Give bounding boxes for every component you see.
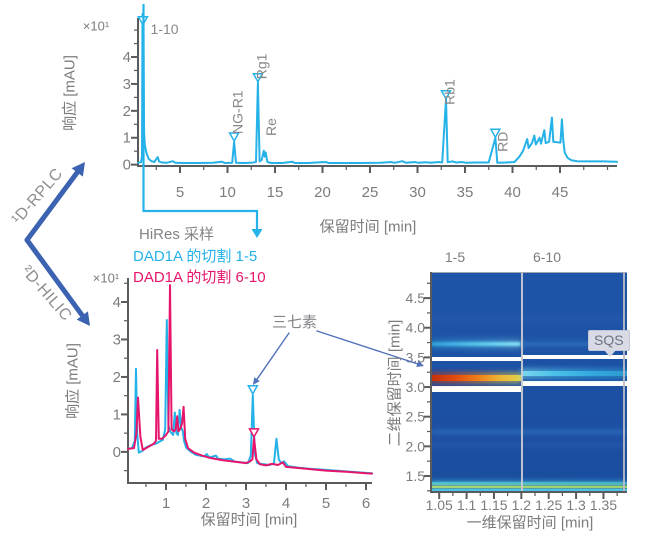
y-tick-label: 3: [123, 76, 131, 93]
x-tick-label: 1.05: [426, 497, 453, 513]
peak-marker-icon: [440, 89, 452, 101]
x-tick-label: 15: [267, 184, 284, 201]
peak-label: 1-10: [151, 21, 179, 37]
y-tick-label: 1: [113, 406, 121, 423]
heatmap-2d-plot: [431, 272, 627, 492]
hilic-chromatogram-traces: [127, 284, 373, 475]
top-frame-line: [431, 272, 627, 273]
sqs-peak-tag: SQS: [588, 330, 630, 351]
x-tick-label: 6: [362, 495, 370, 512]
top-chart-x-axis-title: 保留时间 [min]: [319, 218, 417, 236]
sqs-tag-pointer-icon: [604, 350, 616, 357]
y-tick-label: 2: [123, 103, 131, 120]
strip-frame-line: [521, 355, 627, 360]
cut-bracket: [142, 4, 263, 238]
right-inner-line: [623, 272, 625, 492]
x-tick-label: 45: [552, 184, 569, 201]
trace-DAD1A 的切割 1-5: [127, 319, 373, 475]
y-tick-label: 2: [113, 369, 121, 386]
y-tick-label: 3: [113, 331, 121, 348]
x-tick-label: 40: [504, 184, 521, 201]
y-tick-label: 0: [113, 444, 121, 461]
y-tick-label: 2.0: [406, 438, 426, 454]
column-divider-line: [521, 272, 523, 492]
flow-label-1d-rplc: ¹D-RPLC: [8, 165, 67, 229]
heatmap-band: [431, 315, 627, 322]
flow-label-2d-hilic: ²D-HILIC: [17, 262, 75, 325]
bottom-chart-y-axis-title: 响应 [mAU]: [64, 343, 82, 419]
peak-label: RD: [495, 132, 511, 152]
x-tick-label: 10: [219, 184, 236, 201]
hot-band: [431, 374, 522, 381]
x-tick-label: 5: [176, 184, 184, 201]
y-tick-label: 4: [113, 294, 121, 311]
heatmap-band: [521, 342, 627, 347]
peak-label: Rb1: [442, 79, 458, 105]
legend-cuts-1-5: DAD1A 的切割 1-5: [133, 248, 258, 265]
hot-band: [521, 371, 627, 377]
x-tick-label: 35: [457, 184, 474, 201]
hires-sampling-label: HiRes 采样: [139, 226, 215, 243]
peak-marker-icon: [248, 428, 260, 439]
y-tick-label: 4.5: [406, 290, 426, 306]
y-tick-label: 0: [123, 157, 131, 174]
heatmap-column-label-1-5: 1-5: [444, 249, 466, 265]
y-tick-label: 3.0: [406, 379, 426, 395]
x-tick-label: 25: [362, 184, 379, 201]
y-tick-label: 3.5: [406, 349, 426, 365]
peak-label: NG-R1: [230, 90, 246, 134]
peak-marker-icon: [489, 128, 502, 139]
peak-label: Re: [263, 118, 279, 136]
heatmap-y-axis-title: 二维保留时间 [min]: [386, 319, 404, 447]
heatmap-band: [431, 481, 627, 485]
y-tick-label: 4: [123, 49, 131, 66]
x-tick-label: 30: [409, 184, 426, 201]
x-tick-label: 1: [162, 495, 170, 512]
y-tick-label: 4.0: [406, 320, 426, 336]
strip-frame-line: [521, 381, 627, 387]
trace-DAD1A 的切割 6-10: [127, 284, 373, 475]
peak-marker-icon: [252, 73, 264, 84]
heatmap-band: [431, 342, 522, 347]
trace-DAD1A: [137, 13, 618, 164]
heatmap-band: [431, 429, 627, 434]
x-tick-label: 5: [322, 495, 330, 512]
top-chart-y-axis-title: 响应 [mAU]: [61, 55, 79, 131]
rplc-chromatogram-axes: 5 10 15 20 25 30 35 40 45 0 1 2 3 4: [123, 18, 617, 201]
heatmap-band: [431, 489, 627, 492]
heatmap-band: [431, 443, 627, 448]
peak-marker-icon: [228, 132, 240, 143]
bottom-chart-x-axis-title: 保留时间 [min]: [200, 511, 298, 529]
x-tick-label: 1.35: [590, 497, 617, 513]
y-tick-label: 1.5: [406, 468, 426, 484]
heatmap-x-axis-title: 一维保留时间 [min]: [466, 514, 594, 532]
bottom-chart-y-exponent: ×10¹: [92, 270, 120, 286]
heatmap-band: [431, 485, 627, 488]
strip-frame-line: [431, 385, 522, 392]
heatmap-column-label-6-10: 6-10: [532, 249, 562, 265]
top-chart-y-exponent: ×10¹: [82, 18, 110, 34]
sanqisu-annotation: 三七素: [272, 314, 318, 331]
y-tick-label: 1: [123, 130, 131, 147]
legend-cuts-6-10: DAD1A 的切割 6-10: [133, 269, 266, 286]
strip-frame-line: [431, 356, 522, 361]
rplc-chromatogram-traces: 1-10 NG-R1 Rg1 Re Rb1 RD: [137, 13, 618, 164]
y-tick-label: 2.5: [406, 409, 426, 425]
peak-marker-icon: [137, 15, 149, 27]
x-tick-label: 20: [314, 184, 331, 201]
peak-label: Rg1: [253, 53, 269, 79]
peak-marker-icon: [247, 385, 259, 396]
